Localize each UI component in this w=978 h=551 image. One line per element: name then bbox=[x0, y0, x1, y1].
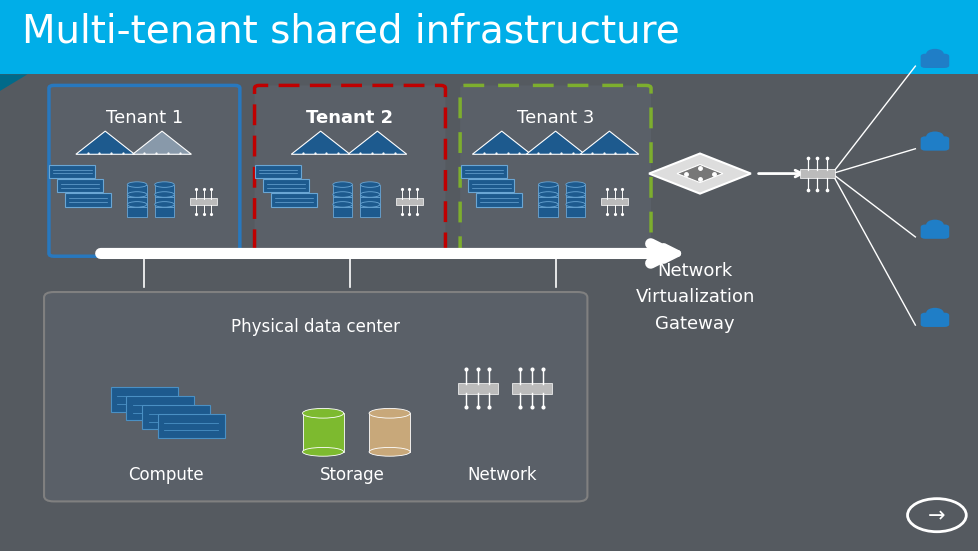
Ellipse shape bbox=[538, 202, 557, 207]
FancyBboxPatch shape bbox=[475, 193, 522, 207]
FancyBboxPatch shape bbox=[369, 413, 410, 452]
Circle shape bbox=[925, 49, 943, 59]
FancyBboxPatch shape bbox=[565, 195, 585, 207]
Polygon shape bbox=[0, 74, 27, 91]
Ellipse shape bbox=[127, 202, 147, 207]
Text: Compute: Compute bbox=[128, 466, 204, 484]
FancyBboxPatch shape bbox=[254, 165, 301, 178]
FancyBboxPatch shape bbox=[360, 204, 379, 217]
FancyBboxPatch shape bbox=[155, 195, 174, 207]
Ellipse shape bbox=[155, 192, 174, 197]
FancyBboxPatch shape bbox=[457, 383, 497, 393]
Ellipse shape bbox=[155, 182, 174, 187]
FancyBboxPatch shape bbox=[155, 185, 174, 197]
Ellipse shape bbox=[369, 408, 410, 418]
FancyBboxPatch shape bbox=[460, 85, 650, 256]
Ellipse shape bbox=[565, 182, 585, 187]
FancyBboxPatch shape bbox=[126, 396, 194, 420]
Ellipse shape bbox=[369, 447, 410, 456]
FancyBboxPatch shape bbox=[511, 383, 552, 393]
Ellipse shape bbox=[538, 192, 557, 197]
Ellipse shape bbox=[333, 202, 352, 207]
FancyBboxPatch shape bbox=[538, 195, 557, 207]
FancyBboxPatch shape bbox=[190, 198, 217, 206]
Polygon shape bbox=[471, 131, 530, 154]
Ellipse shape bbox=[302, 447, 343, 456]
Circle shape bbox=[925, 220, 943, 230]
FancyBboxPatch shape bbox=[0, 0, 978, 74]
Ellipse shape bbox=[333, 192, 352, 197]
Polygon shape bbox=[525, 131, 585, 154]
Ellipse shape bbox=[127, 192, 147, 197]
Ellipse shape bbox=[360, 192, 379, 197]
FancyBboxPatch shape bbox=[157, 414, 225, 438]
Circle shape bbox=[925, 132, 943, 142]
FancyBboxPatch shape bbox=[360, 195, 379, 207]
FancyBboxPatch shape bbox=[127, 204, 147, 217]
FancyBboxPatch shape bbox=[49, 165, 95, 178]
FancyBboxPatch shape bbox=[270, 193, 316, 207]
Polygon shape bbox=[579, 131, 639, 154]
Text: →: → bbox=[927, 506, 945, 526]
FancyBboxPatch shape bbox=[254, 85, 445, 256]
Polygon shape bbox=[677, 165, 722, 182]
Ellipse shape bbox=[565, 192, 585, 197]
FancyBboxPatch shape bbox=[467, 179, 514, 192]
FancyBboxPatch shape bbox=[333, 204, 352, 217]
FancyBboxPatch shape bbox=[360, 185, 379, 197]
Polygon shape bbox=[75, 131, 134, 154]
FancyBboxPatch shape bbox=[127, 195, 147, 207]
Text: Multi-tenant shared infrastructure: Multi-tenant shared infrastructure bbox=[22, 13, 679, 51]
Text: Tenant 1: Tenant 1 bbox=[106, 109, 183, 127]
FancyBboxPatch shape bbox=[919, 136, 949, 150]
FancyBboxPatch shape bbox=[127, 185, 147, 197]
Text: Network
Virtualization
Gateway: Network Virtualization Gateway bbox=[635, 262, 754, 332]
FancyBboxPatch shape bbox=[57, 179, 103, 192]
FancyBboxPatch shape bbox=[600, 198, 628, 206]
Text: Tenant 3: Tenant 3 bbox=[516, 109, 594, 127]
FancyBboxPatch shape bbox=[333, 185, 352, 197]
Ellipse shape bbox=[127, 182, 147, 187]
FancyBboxPatch shape bbox=[538, 185, 557, 197]
FancyBboxPatch shape bbox=[565, 204, 585, 217]
Text: Physical data center: Physical data center bbox=[231, 318, 400, 337]
FancyBboxPatch shape bbox=[395, 198, 422, 206]
Polygon shape bbox=[648, 154, 750, 193]
Text: Storage: Storage bbox=[320, 466, 384, 484]
FancyBboxPatch shape bbox=[333, 195, 352, 207]
Ellipse shape bbox=[333, 182, 352, 187]
FancyBboxPatch shape bbox=[460, 165, 506, 178]
Ellipse shape bbox=[302, 408, 343, 418]
FancyBboxPatch shape bbox=[919, 312, 949, 327]
FancyBboxPatch shape bbox=[262, 179, 308, 192]
FancyBboxPatch shape bbox=[799, 169, 833, 178]
Polygon shape bbox=[132, 131, 191, 154]
FancyBboxPatch shape bbox=[155, 204, 174, 217]
Text: Tenant 2: Tenant 2 bbox=[306, 109, 393, 127]
FancyBboxPatch shape bbox=[44, 292, 587, 501]
FancyBboxPatch shape bbox=[302, 413, 343, 452]
Circle shape bbox=[925, 308, 943, 318]
Ellipse shape bbox=[155, 202, 174, 207]
Ellipse shape bbox=[360, 202, 379, 207]
FancyBboxPatch shape bbox=[919, 224, 949, 239]
Ellipse shape bbox=[360, 182, 379, 187]
FancyBboxPatch shape bbox=[49, 85, 240, 256]
FancyBboxPatch shape bbox=[919, 53, 949, 68]
Polygon shape bbox=[348, 131, 407, 154]
FancyBboxPatch shape bbox=[111, 387, 178, 412]
Ellipse shape bbox=[538, 182, 557, 187]
Polygon shape bbox=[290, 131, 350, 154]
FancyBboxPatch shape bbox=[565, 185, 585, 197]
Ellipse shape bbox=[565, 202, 585, 207]
FancyBboxPatch shape bbox=[538, 204, 557, 217]
Text: Network: Network bbox=[467, 466, 537, 484]
FancyBboxPatch shape bbox=[142, 405, 209, 429]
FancyBboxPatch shape bbox=[65, 193, 111, 207]
